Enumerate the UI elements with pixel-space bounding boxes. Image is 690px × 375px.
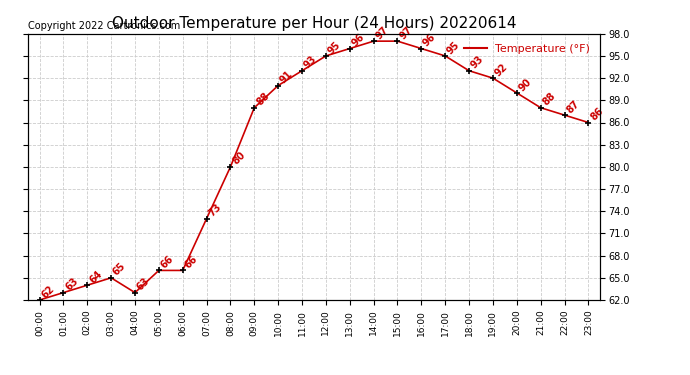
Text: 88: 88: [541, 91, 558, 108]
Text: 65: 65: [111, 261, 128, 278]
Text: 93: 93: [302, 54, 319, 71]
Text: 88: 88: [255, 91, 271, 108]
Text: 92: 92: [493, 62, 509, 78]
Text: 64: 64: [87, 268, 104, 285]
Text: 66: 66: [183, 254, 199, 270]
Text: 96: 96: [350, 32, 366, 48]
Text: 95: 95: [326, 39, 342, 56]
Text: 95: 95: [445, 39, 462, 56]
Text: 63: 63: [63, 276, 80, 292]
Text: 86: 86: [589, 106, 605, 123]
Text: Copyright 2022 Cartronics.com: Copyright 2022 Cartronics.com: [28, 21, 180, 31]
Text: 66: 66: [159, 254, 175, 270]
Text: 63: 63: [135, 276, 152, 292]
Text: 62: 62: [39, 284, 56, 300]
Text: 97: 97: [373, 24, 391, 41]
Text: 80: 80: [230, 150, 247, 167]
Text: 90: 90: [517, 76, 533, 93]
Text: 93: 93: [469, 54, 486, 71]
Title: Outdoor Temperature per Hour (24 Hours) 20220614: Outdoor Temperature per Hour (24 Hours) …: [112, 16, 516, 31]
Text: 97: 97: [397, 24, 414, 41]
Text: 73: 73: [206, 202, 223, 219]
Text: 87: 87: [564, 98, 581, 115]
Text: 96: 96: [422, 32, 438, 48]
Legend: Temperature (°F): Temperature (°F): [460, 39, 595, 58]
Text: 91: 91: [278, 69, 295, 86]
